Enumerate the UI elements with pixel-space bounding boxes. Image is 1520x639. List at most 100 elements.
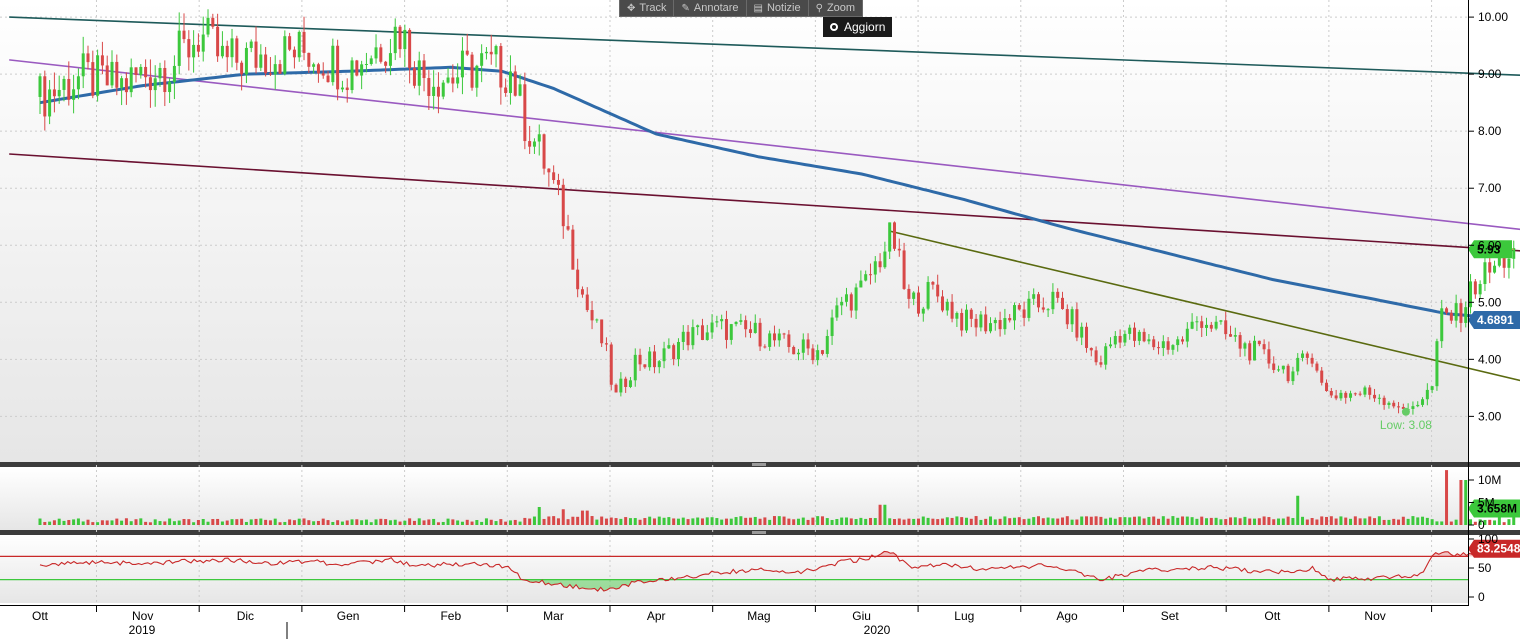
- annotate-button[interactable]: ✎ Annotare: [674, 0, 747, 16]
- news-icon: ▤: [753, 2, 763, 14]
- volume-bar: [134, 519, 138, 525]
- candle-body: [1022, 309, 1026, 318]
- volume-bar: [403, 520, 407, 525]
- candle-body: [1233, 335, 1237, 337]
- volume-bar: [360, 520, 364, 525]
- candle-body: [984, 314, 988, 332]
- volume-bar: [336, 520, 340, 525]
- volume-bar: [936, 519, 940, 525]
- volume-bar: [1435, 521, 1439, 525]
- candle-body: [552, 172, 556, 180]
- track-button[interactable]: ✥ Track: [620, 0, 675, 16]
- x-axis[interactable]: Ott Nov Dic Gen Feb Mar Apr Mag Giu Lug Ago Set Ott N…: [32, 606, 1433, 639]
- svg-text:5.93: 5.93: [1477, 242, 1501, 256]
- volume-bar: [316, 520, 320, 525]
- volume-bar: [792, 519, 796, 525]
- candle-body: [475, 65, 479, 88]
- candle-body: [542, 134, 546, 169]
- volume-bar: [907, 518, 911, 525]
- update-button[interactable]: Aggiorn: [823, 17, 893, 37]
- volume-bar: [1469, 519, 1473, 525]
- candle-body: [1041, 307, 1045, 310]
- low-marker: [1401, 407, 1410, 416]
- volume-bar: [187, 519, 191, 525]
- candle-body: [388, 53, 392, 66]
- candle-body: [1291, 371, 1295, 382]
- candle-body: [1080, 326, 1084, 338]
- x-tick-label: Nov: [1364, 609, 1385, 623]
- volume-bar: [892, 519, 896, 525]
- y-axis[interactable]: 10.009.008.007.006.005.004.003.0010M5M01…: [1468, 10, 1508, 604]
- volume-bar: [1056, 518, 1060, 525]
- candle-body: [998, 319, 1002, 330]
- volume-bar: [710, 517, 714, 525]
- grid-lines: [0, 0, 1468, 603]
- candle-body: [657, 361, 661, 368]
- candle-body: [331, 45, 335, 83]
- volume-bar: [528, 518, 532, 525]
- candle-body: [62, 78, 66, 90]
- volume-bar: [1238, 518, 1242, 525]
- candle-body: [43, 76, 47, 117]
- volume-bar: [331, 521, 335, 525]
- volume-bar: [96, 522, 100, 525]
- candle-body: [187, 39, 191, 58]
- zoom-button[interactable]: ⚲ Zoom: [809, 0, 862, 16]
- drag-handle-icon[interactable]: [752, 463, 766, 466]
- volume-bar: [1339, 516, 1343, 525]
- volume-bar: [432, 518, 436, 525]
- candle-body: [235, 38, 239, 63]
- candle-body: [1099, 362, 1103, 365]
- candle-body: [609, 344, 613, 385]
- candle-body: [115, 61, 119, 88]
- candle-body: [787, 334, 791, 347]
- candle-body: [643, 364, 647, 368]
- candle-body: [489, 51, 493, 55]
- volume-bar: [556, 518, 560, 525]
- y-tick-label: 4.00: [1478, 352, 1502, 366]
- candle-body: [940, 296, 944, 311]
- volume-bar: [532, 516, 536, 525]
- candle-body: [816, 350, 820, 361]
- magnifier-icon: ⚲: [815, 2, 823, 14]
- volume-bar: [590, 516, 594, 525]
- candle-body: [926, 281, 930, 309]
- candle-body: [931, 281, 935, 285]
- candle-body: [892, 222, 896, 249]
- volume-bar: [950, 517, 954, 525]
- volume-bar: [1296, 495, 1300, 525]
- volume-bar: [1315, 519, 1319, 525]
- drag-handle-icon[interactable]: [752, 531, 766, 534]
- candle-body: [422, 60, 426, 79]
- volume-bar: [422, 520, 426, 525]
- candle-body: [1488, 262, 1492, 273]
- volume-bar: [249, 519, 253, 525]
- volume-bar: [321, 518, 325, 525]
- candle-body: [340, 87, 344, 90]
- volume-bar: [1190, 517, 1194, 525]
- news-button[interactable]: ▤ Notizie: [747, 0, 809, 16]
- trendline: [889, 230, 1520, 382]
- track-label: Track: [639, 2, 667, 14]
- candle-body: [312, 64, 316, 67]
- volume-bar: [302, 518, 306, 525]
- candle-body: [120, 78, 124, 88]
- volume-bar: [1032, 517, 1036, 525]
- volume-bar: [1133, 516, 1137, 525]
- svg-text:83.2548: 83.2548: [1477, 542, 1520, 556]
- candle-body: [528, 141, 532, 147]
- candle-body: [1027, 298, 1031, 318]
- candle-body: [763, 346, 767, 348]
- volume-bar: [926, 517, 930, 525]
- candle-body: [964, 309, 968, 331]
- volume-bar: [974, 516, 978, 525]
- crosshair-icon: ✥: [627, 2, 636, 14]
- candle-body: [667, 345, 671, 349]
- update-label: Aggiorn: [844, 20, 886, 34]
- x-tick-label: Lug: [954, 609, 974, 623]
- candle-body: [1377, 397, 1381, 399]
- candle-body: [1195, 321, 1199, 323]
- candle-body: [1454, 303, 1458, 321]
- volume-bar: [686, 519, 690, 525]
